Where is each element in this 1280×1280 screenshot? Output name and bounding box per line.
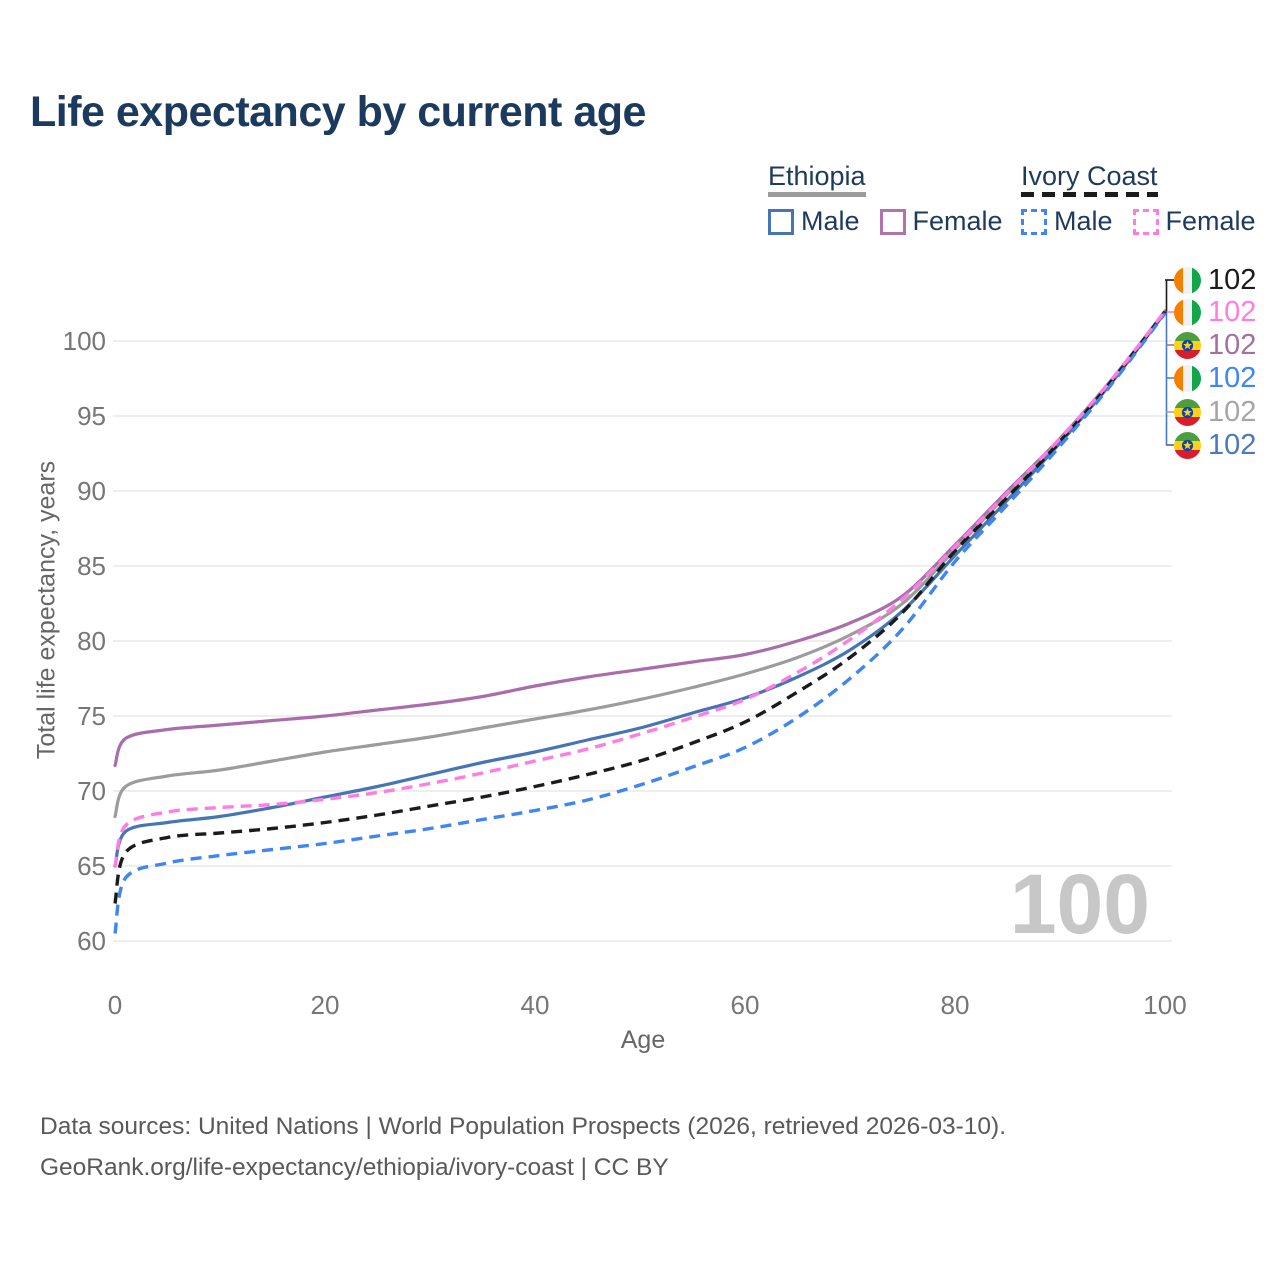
legend-group-title-ivory-coast[interactable]: Ivory Coast	[1021, 161, 1158, 191]
data-sources-line: Data sources: United Nations | World Pop…	[40, 1113, 1007, 1140]
ethiopia-flag-icon	[1174, 331, 1201, 359]
ethiopia-flag-icon	[1174, 431, 1201, 459]
ivory-coast-flag-icon	[1174, 266, 1201, 294]
footer: Data sources: United Nations | World Pop…	[40, 1106, 1006, 1188]
end-label-value: 102	[1208, 362, 1257, 394]
series-line-ethiopia-female-female[interactable]	[113, 309, 1167, 768]
legend-label: Female	[1165, 206, 1256, 236]
legend-group-title-ethiopia[interactable]: Ethiopia	[768, 161, 866, 191]
legend-item-ivory-coast-female[interactable]: Female	[1132, 206, 1256, 237]
end-label-ivory-coast-male: 102	[1174, 362, 1257, 394]
ivory-coast-female-swatch	[1132, 208, 1159, 235]
y-tick-label: 100	[62, 326, 106, 356]
age-counter-watermark: 100	[1009, 857, 1150, 951]
end-label-ethiopia-male: 102	[1174, 429, 1257, 461]
legend-group-ethiopia: Ethiopia Male Female	[768, 161, 1003, 237]
end-label-bracket-top	[1165, 279, 1168, 313]
x-tick-label: 60	[730, 990, 760, 1020]
x-tick-label: 80	[940, 990, 970, 1020]
attribution-line: GeoRank.org/life-expectancy/ethiopia/ivo…	[40, 1154, 669, 1181]
legend-item-ethiopia-male[interactable]: Male	[768, 206, 860, 237]
ethiopia-flag-icon	[1174, 398, 1201, 426]
end-label-value: 102	[1208, 396, 1257, 428]
y-tick-label: 95	[77, 401, 106, 431]
x-tick-label: 0	[107, 990, 123, 1020]
y-tick-label: 70	[77, 776, 106, 806]
series-line-ethiopia-male-male[interactable]	[113, 310, 1167, 868]
page-title: Life expectancy by current age	[30, 88, 646, 136]
y-tick-label: 75	[77, 701, 106, 731]
y-tick-label: 80	[77, 626, 106, 656]
end-label-ivory-coast: 102	[1174, 264, 1257, 296]
series-line-ethiopia-both[interactable]	[113, 310, 1167, 819]
series-line-ivory-coast-both[interactable]	[113, 310, 1167, 904]
ivory-coast-flag-icon	[1174, 298, 1201, 326]
legend-label: Male	[801, 206, 860, 236]
series-line-ivory-coast-female-female[interactable]	[113, 309, 1167, 868]
series-line-ivory-coast-male-male[interactable]	[113, 312, 1167, 934]
end-label-ethiopia-female: 102	[1174, 329, 1257, 361]
legend-item-ethiopia-female[interactable]: Female	[879, 206, 1003, 237]
ethiopia-line-swatch	[768, 192, 866, 197]
end-label-value: 102	[1208, 329, 1257, 361]
x-tick-label: 40	[520, 990, 550, 1020]
end-label-value: 102	[1208, 429, 1257, 461]
y-tick-label: 65	[77, 851, 106, 881]
end-label-bracket-bottom	[1165, 313, 1173, 446]
legend-item-ivory-coast-male[interactable]: Male	[1021, 206, 1113, 237]
legend-label: Female	[912, 206, 1003, 236]
end-label-ivory-coast-female: 102	[1174, 296, 1257, 328]
ivory-coast-line-swatch	[1021, 192, 1158, 197]
x-tick-label: 20	[310, 990, 340, 1020]
end-label-value: 102	[1208, 296, 1257, 328]
y-tick-label: 90	[77, 476, 106, 506]
end-label-ethiopia: 102	[1174, 396, 1257, 428]
end-label-value: 102	[1208, 264, 1257, 296]
ivory-coast-flag-icon	[1174, 364, 1201, 392]
y-tick-label: 60	[77, 926, 106, 956]
legend-group-ivory-coast: Ivory Coast Male Female	[1021, 161, 1256, 237]
x-axis-title: Age	[620, 1026, 666, 1054]
x-tick-label: 100	[1143, 990, 1187, 1020]
ethiopia-male-swatch	[768, 208, 794, 235]
y-tick-label: 85	[77, 551, 106, 581]
ivory-coast-male-swatch	[1021, 208, 1047, 235]
ethiopia-female-swatch	[879, 208, 906, 235]
legend-label: Male	[1054, 206, 1113, 236]
